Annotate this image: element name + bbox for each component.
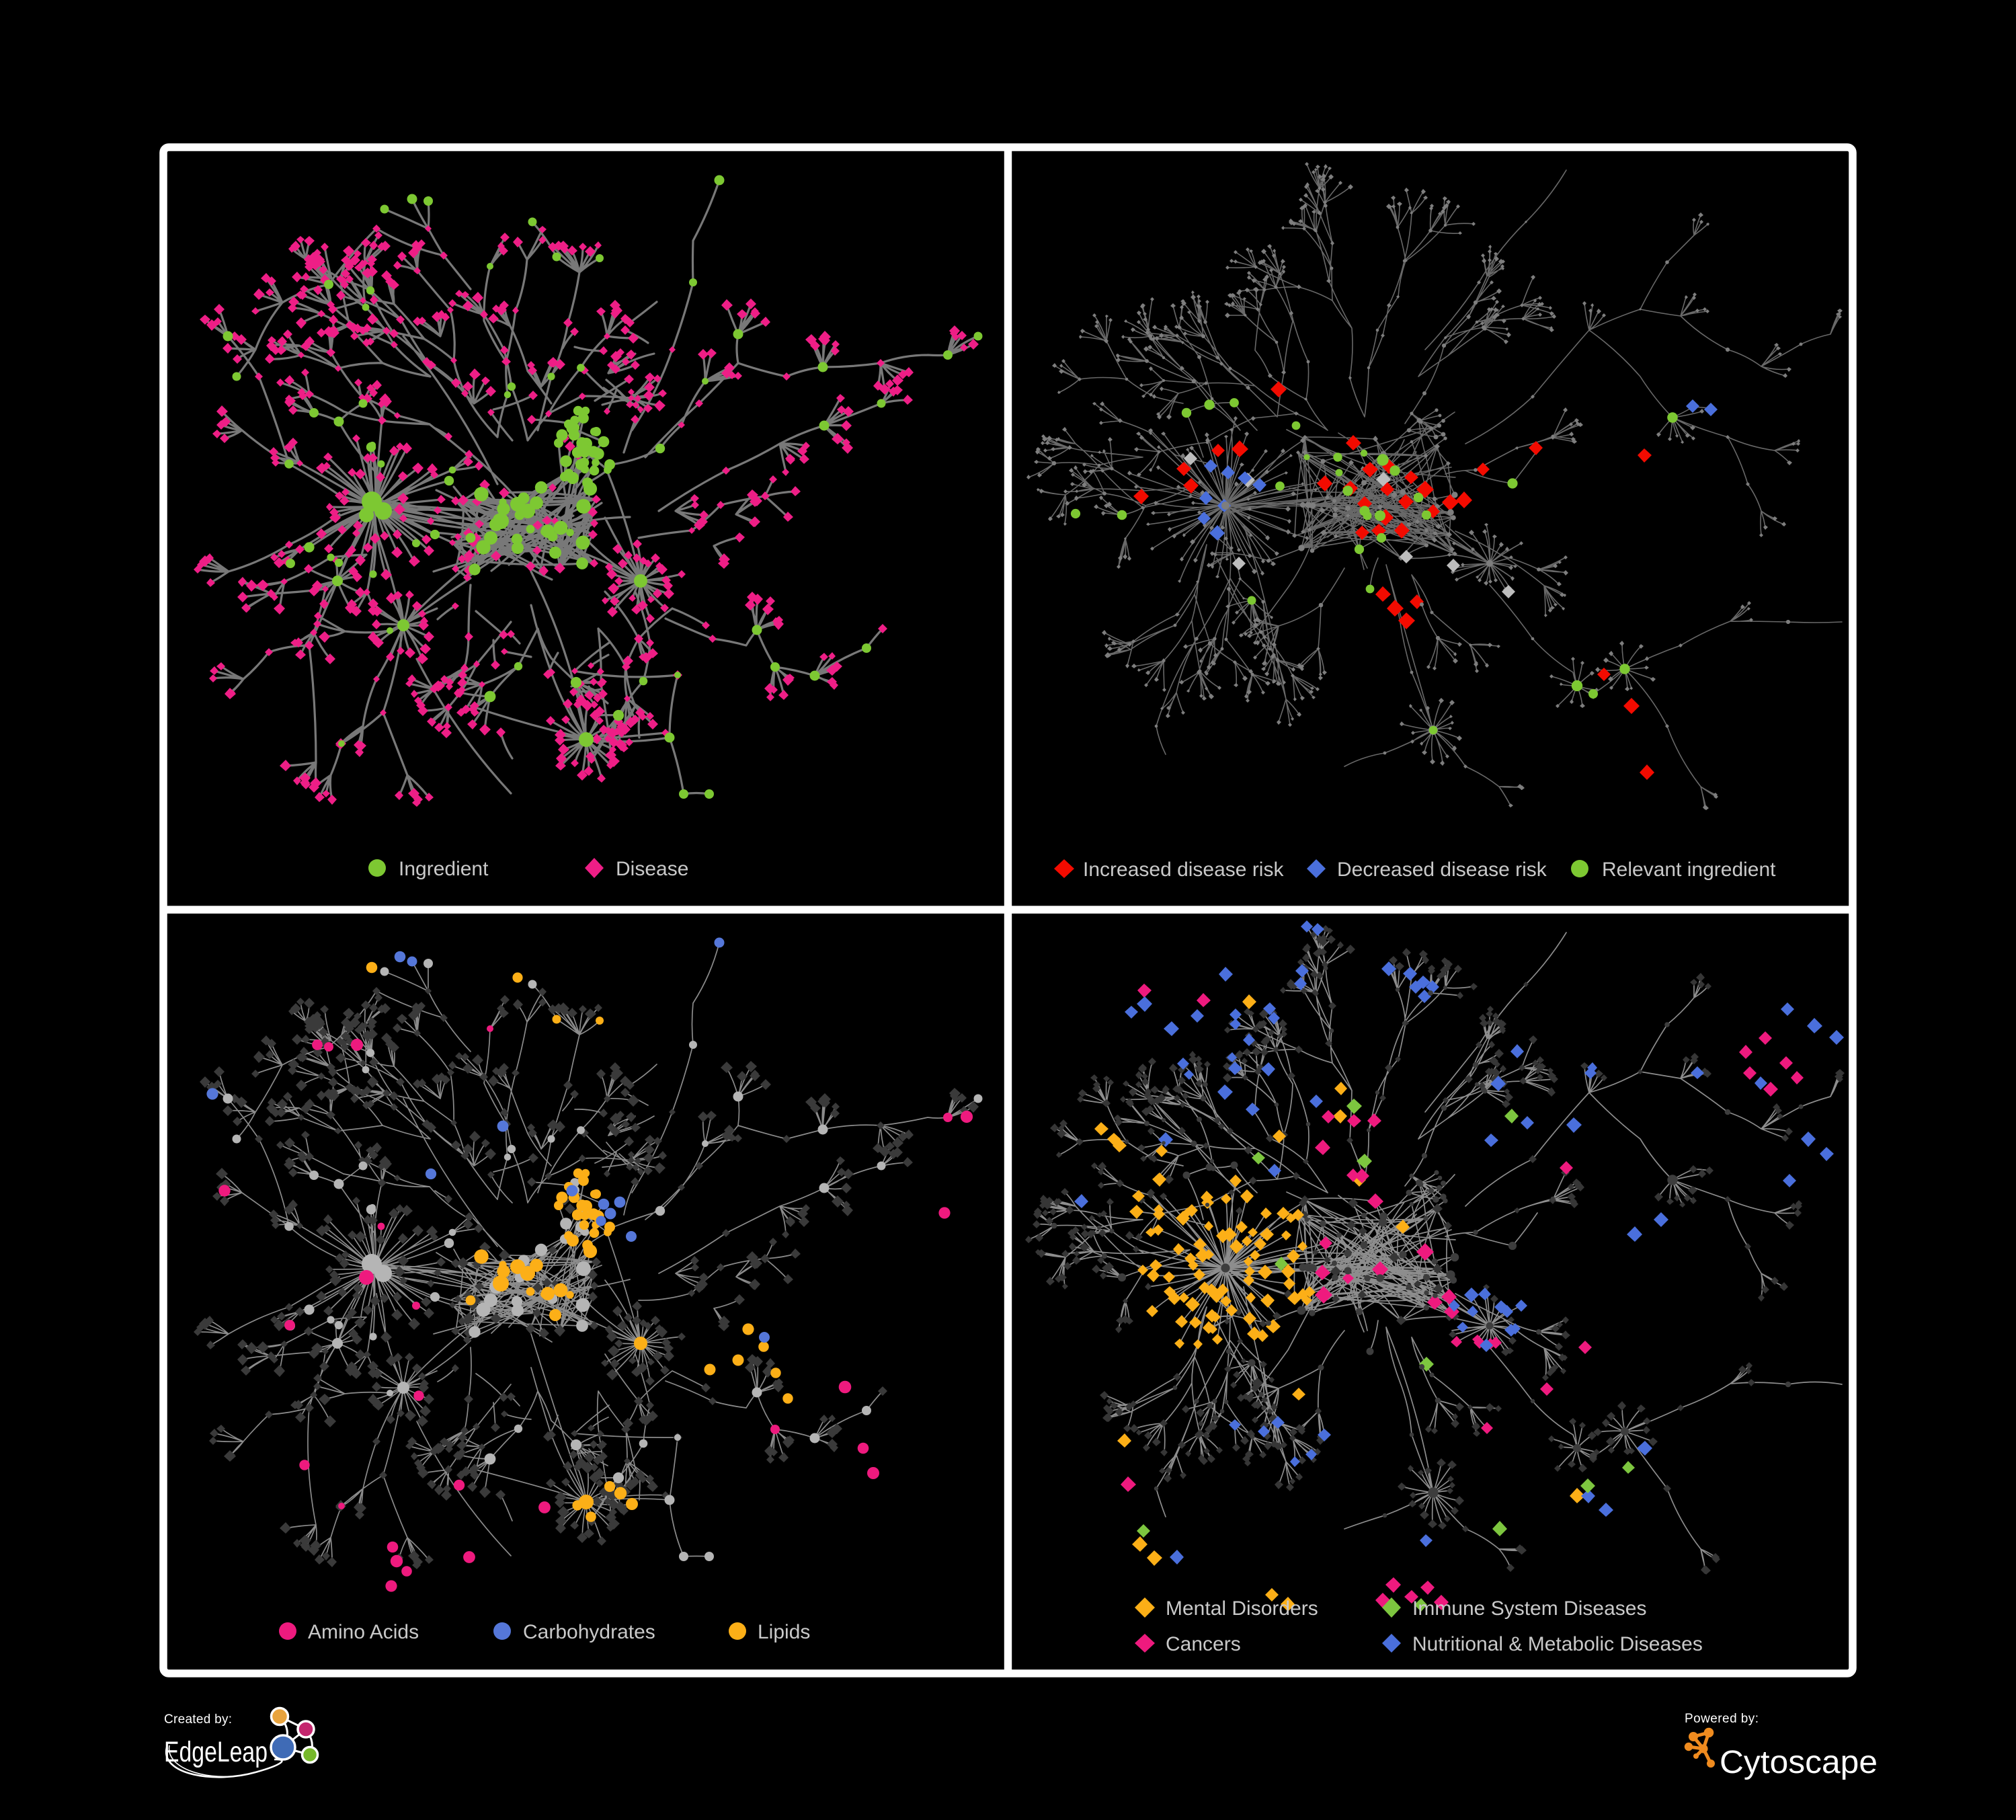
svg-text:Ingredient: Ingredient <box>399 858 489 880</box>
svg-text:Powered by:: Powered by: <box>1685 1712 1759 1726</box>
svg-text:Relevant ingredient: Relevant ingredient <box>1602 859 1776 881</box>
svg-text:Disease: Disease <box>616 858 688 880</box>
svg-text:EdgeLeap: EdgeLeap <box>164 1736 268 1768</box>
svg-text:Increased disease risk: Increased disease risk <box>1083 859 1284 881</box>
svg-text:Decreased disease risk: Decreased disease risk <box>1337 859 1547 881</box>
svg-text:Nutritional & Metabolic Diseas: Nutritional & Metabolic Diseases <box>1412 1633 1703 1655</box>
svg-text:Mental Disorders: Mental Disorders <box>1166 1597 1318 1620</box>
svg-text:Created by:: Created by: <box>164 1712 232 1727</box>
svg-text:Amino Acids: Amino Acids <box>308 1621 419 1643</box>
svg-text:Cancers: Cancers <box>1166 1633 1241 1655</box>
svg-text:Immune System Diseases: Immune System Diseases <box>1412 1597 1646 1620</box>
svg-text:Carbohydrates: Carbohydrates <box>523 1621 655 1643</box>
svg-text:Cytoscape: Cytoscape <box>1720 1745 1878 1780</box>
svg-text:Lipids: Lipids <box>758 1621 810 1643</box>
